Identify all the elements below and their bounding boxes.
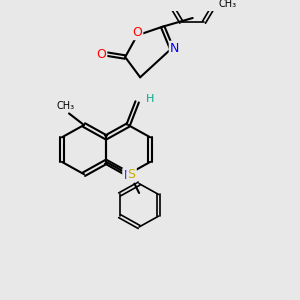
- Text: CH₃: CH₃: [57, 100, 75, 111]
- Text: O: O: [96, 48, 106, 61]
- Text: S: S: [128, 168, 136, 182]
- Text: O: O: [132, 26, 142, 39]
- Text: N: N: [124, 169, 133, 182]
- Text: N: N: [170, 42, 179, 55]
- Text: H: H: [146, 94, 154, 104]
- Text: CH₃: CH₃: [218, 0, 236, 8]
